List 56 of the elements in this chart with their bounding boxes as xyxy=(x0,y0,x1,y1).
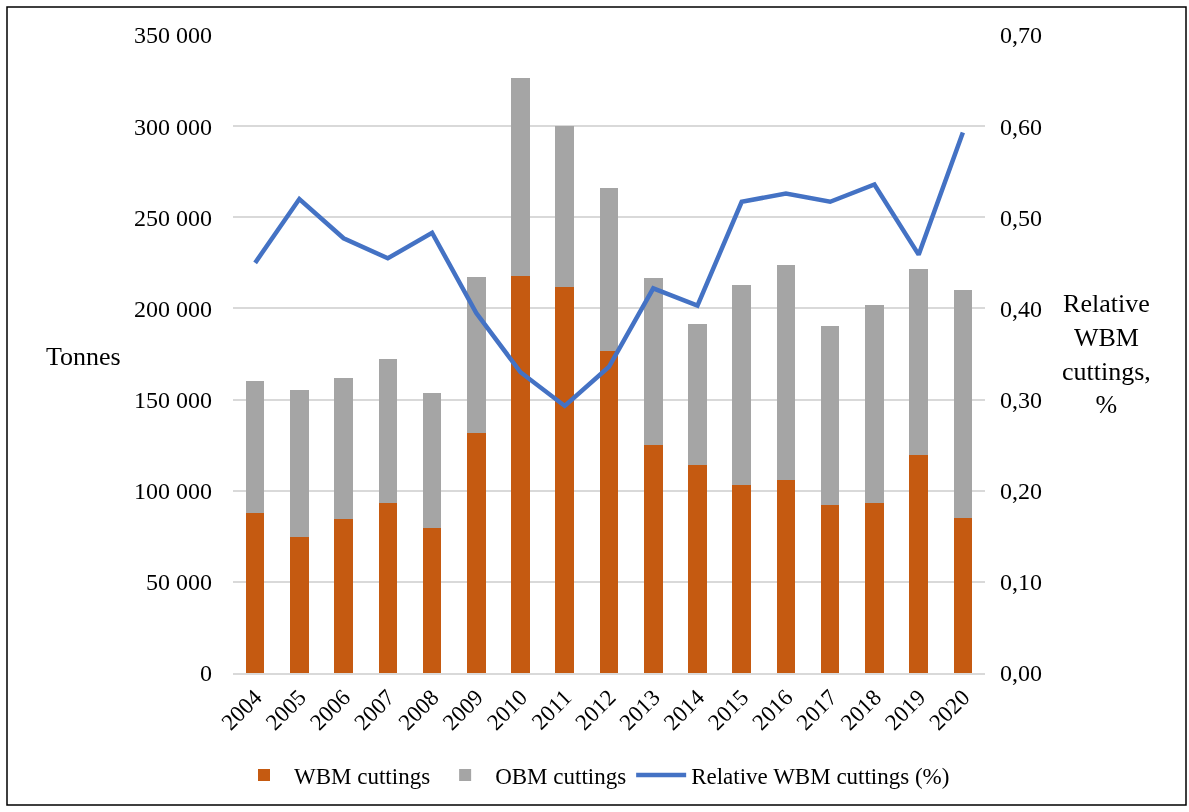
y2-tick-label: 0,00 xyxy=(1000,660,1042,687)
y-tick-label: 250 000 xyxy=(134,204,212,231)
bar xyxy=(511,275,530,673)
bar xyxy=(865,502,884,673)
y2-tick-label: 0,60 xyxy=(1000,113,1042,140)
bar xyxy=(290,390,309,538)
bar xyxy=(732,284,751,486)
bar xyxy=(599,188,619,352)
y2-tick-label: 0,10 xyxy=(1000,569,1042,596)
y-tick-label: 350 000 xyxy=(134,22,212,49)
y-axis-title: Tonnes xyxy=(46,342,121,371)
bar xyxy=(776,264,796,480)
bar xyxy=(334,377,353,519)
bar xyxy=(334,518,353,673)
legend-label: WBM cuttings xyxy=(294,764,431,789)
bar xyxy=(820,325,840,506)
bar xyxy=(422,528,442,673)
y-tick-label: 300 000 xyxy=(134,113,212,140)
bar xyxy=(909,269,928,456)
bar xyxy=(555,287,575,673)
bar xyxy=(290,537,309,673)
bar xyxy=(909,455,928,673)
bar xyxy=(378,502,398,673)
line-series xyxy=(252,130,966,409)
y-tick-label: 200 000 xyxy=(134,295,212,322)
bar xyxy=(467,277,486,434)
bar xyxy=(245,381,265,513)
bar xyxy=(732,485,751,673)
bar xyxy=(245,512,265,673)
bar xyxy=(643,445,663,673)
legend-label: Relative WBM cuttings (%) xyxy=(691,764,950,789)
y-tick-label: 100 000 xyxy=(134,478,212,505)
bar xyxy=(820,505,840,673)
bar xyxy=(599,351,619,673)
y-tick-label: 0 xyxy=(200,660,212,687)
bar xyxy=(643,278,663,446)
y2-tick-label: 0,70 xyxy=(1000,22,1042,49)
bar xyxy=(555,126,575,288)
bar xyxy=(953,290,973,519)
y2-tick-label: 0,40 xyxy=(1000,295,1042,322)
bar xyxy=(467,433,486,673)
y-tick-label: 50 000 xyxy=(146,569,212,596)
bar xyxy=(378,359,398,503)
y2-axis-title: Relative WBM cuttings, % xyxy=(1062,289,1151,420)
y2-tick-label: 0,30 xyxy=(1000,386,1042,413)
bar xyxy=(953,518,973,673)
bar xyxy=(422,393,442,529)
bar xyxy=(511,77,530,276)
y2-tick-label: 0,20 xyxy=(1000,478,1042,505)
bar xyxy=(688,323,707,466)
y-tick-label: 150 000 xyxy=(134,386,212,413)
bar xyxy=(776,479,796,673)
bar xyxy=(865,304,884,503)
bar xyxy=(688,465,707,673)
legend-label: OBM cuttings xyxy=(495,764,627,789)
y2-tick-label: 0,50 xyxy=(1000,204,1042,231)
